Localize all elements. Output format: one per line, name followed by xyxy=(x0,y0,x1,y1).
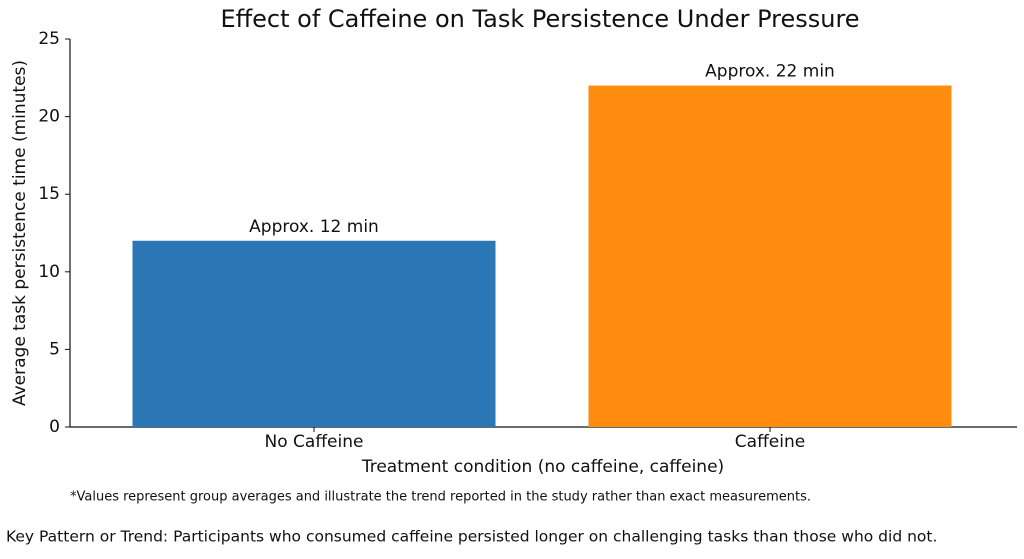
x-axis-label: Treatment condition (no caffeine, caffei… xyxy=(361,457,724,477)
x-tick-label: No Caffeine xyxy=(265,432,364,452)
y-tick-label: 10 xyxy=(38,262,60,282)
x-tick-label: Caffeine xyxy=(735,432,805,452)
footnote: *Values represent group averages and ill… xyxy=(70,490,811,505)
bar xyxy=(588,85,952,427)
y-tick-label: 20 xyxy=(38,107,60,127)
chart-title: Effect of Caffeine on Task Persistence U… xyxy=(220,5,859,33)
y-tick-label: 25 xyxy=(38,29,60,49)
value-label: Approx. 22 min xyxy=(705,62,835,82)
caption: Key Pattern or Trend: Participants who c… xyxy=(6,528,937,546)
bar xyxy=(132,240,496,427)
value-label: Approx. 12 min xyxy=(249,217,379,237)
y-tick-label: 15 xyxy=(38,184,60,204)
y-axis-label: Average task persistence time (minutes) xyxy=(10,60,30,406)
y-tick-label: 5 xyxy=(49,339,60,359)
y-tick-label: 0 xyxy=(49,417,60,437)
